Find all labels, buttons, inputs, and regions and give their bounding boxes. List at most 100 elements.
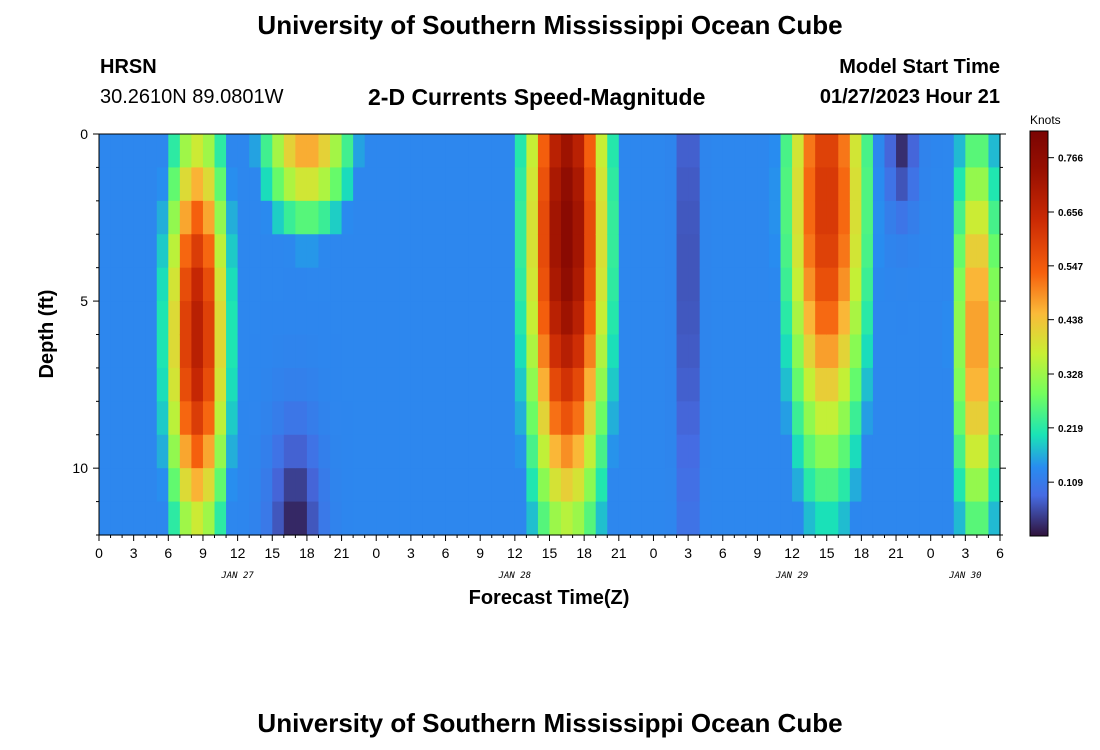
heatmap-cell	[630, 267, 643, 302]
heatmap-cell	[676, 200, 689, 235]
heatmap-cell	[826, 468, 839, 503]
station-coordinates: 30.2610N 89.0801W	[100, 86, 284, 108]
heatmap-cell	[757, 134, 770, 169]
heatmap-cell	[953, 367, 966, 402]
heatmap-cell	[110, 401, 123, 436]
heatmap-cell	[896, 267, 909, 302]
heatmap-cell	[792, 267, 805, 302]
heatmap-cell	[283, 434, 296, 469]
heatmap-cell	[792, 434, 805, 469]
heatmap-cell	[480, 234, 493, 269]
heatmap-cell	[561, 468, 574, 503]
heatmap-cell	[272, 401, 285, 436]
heatmap-cell	[249, 301, 262, 336]
x-date-label: JAN 29	[775, 571, 809, 581]
heatmap-cell	[838, 167, 851, 202]
heatmap-cell	[399, 468, 412, 503]
heatmap-cell	[179, 134, 193, 169]
heatmap-cell	[422, 434, 435, 469]
heatmap-cell	[849, 367, 862, 402]
heatmap-cell	[676, 267, 689, 302]
heatmap-cell	[468, 167, 481, 202]
heatmap-cell	[514, 301, 527, 336]
heatmap-cell	[376, 468, 389, 503]
heatmap-cell	[699, 267, 712, 302]
heatmap-cell	[711, 234, 724, 269]
heatmap-cell	[526, 200, 539, 235]
heatmap-cell	[410, 334, 424, 369]
heatmap-cell	[907, 134, 920, 169]
heatmap-cell	[688, 401, 701, 436]
heatmap-cell	[976, 367, 990, 402]
heatmap-cell	[295, 134, 308, 169]
heatmap-cell	[526, 267, 539, 302]
colorbar-ticks: 0.766 0.656 0.547 0.438 0.328 0.219 0.109	[1048, 154, 1083, 489]
heatmap-cell	[919, 434, 932, 469]
heatmap-cell	[537, 301, 551, 336]
heatmap-cell	[191, 401, 204, 436]
heatmap-cell	[330, 434, 343, 469]
heatmap-cell	[641, 334, 655, 369]
heatmap-cell	[699, 167, 712, 202]
heatmap-cell	[768, 501, 782, 536]
heatmap-cell	[595, 334, 608, 369]
heatmap-cell	[260, 334, 273, 369]
heatmap-cell	[491, 401, 504, 436]
heatmap-cell	[607, 367, 620, 402]
heatmap-cell	[988, 501, 1001, 536]
heatmap-cell	[249, 200, 262, 235]
heatmap-cell	[884, 501, 897, 536]
heatmap-cell	[410, 134, 424, 169]
heatmap-cell	[849, 301, 862, 336]
heatmap-cell	[768, 134, 782, 169]
heatmap-cell	[838, 301, 851, 336]
heatmap-cell	[872, 367, 886, 402]
heatmap-cell	[445, 401, 458, 436]
heatmap-cell	[214, 134, 227, 169]
heatmap-cell	[214, 301, 227, 336]
heatmap-cell	[191, 301, 204, 336]
heatmap-cell	[491, 301, 504, 336]
heatmap-cell	[676, 501, 689, 536]
heatmap-cell	[387, 200, 400, 235]
heatmap-cell	[584, 468, 597, 503]
heatmap-cell	[387, 301, 400, 336]
heatmap-cell	[665, 200, 678, 235]
heatmap-cell	[237, 200, 250, 235]
heatmap-cell	[930, 434, 943, 469]
heatmap-cell	[422, 367, 435, 402]
heatmap-cell	[919, 234, 932, 269]
heatmap-cell	[202, 234, 216, 269]
heatmap-cell	[780, 267, 793, 302]
heatmap-cell	[607, 401, 620, 436]
heatmap-cell	[249, 401, 262, 436]
heatmap-cell	[815, 501, 828, 536]
heatmap-cell	[965, 401, 978, 436]
heatmap-cell	[641, 401, 655, 436]
heatmap-cell	[110, 468, 123, 503]
heatmap-cell	[503, 468, 516, 503]
heatmap-cell	[202, 468, 216, 503]
heatmap-cell	[711, 334, 724, 369]
heatmap-cell	[295, 267, 308, 302]
heatmap-cell	[884, 134, 897, 169]
heatmap-cell	[526, 301, 539, 336]
heatmap-cell	[156, 234, 169, 269]
heatmap-cell	[826, 334, 839, 369]
heatmap-cell	[907, 367, 920, 402]
heatmap-cell	[792, 367, 805, 402]
heatmap-cell	[976, 468, 990, 503]
heatmap-cell	[884, 401, 897, 436]
heatmap-cell	[214, 200, 227, 235]
heatmap-cell	[930, 301, 943, 336]
heatmap-cell	[202, 434, 216, 469]
heatmap-cell	[226, 334, 239, 369]
heatmap-cell	[376, 200, 389, 235]
heatmap-cell	[99, 434, 112, 469]
heatmap-cell	[514, 200, 527, 235]
heatmap-cell	[572, 367, 585, 402]
heatmap-cell	[641, 200, 655, 235]
heatmap-cell	[410, 234, 424, 269]
heatmap-cell	[260, 468, 273, 503]
heatmap-cell	[387, 134, 400, 169]
